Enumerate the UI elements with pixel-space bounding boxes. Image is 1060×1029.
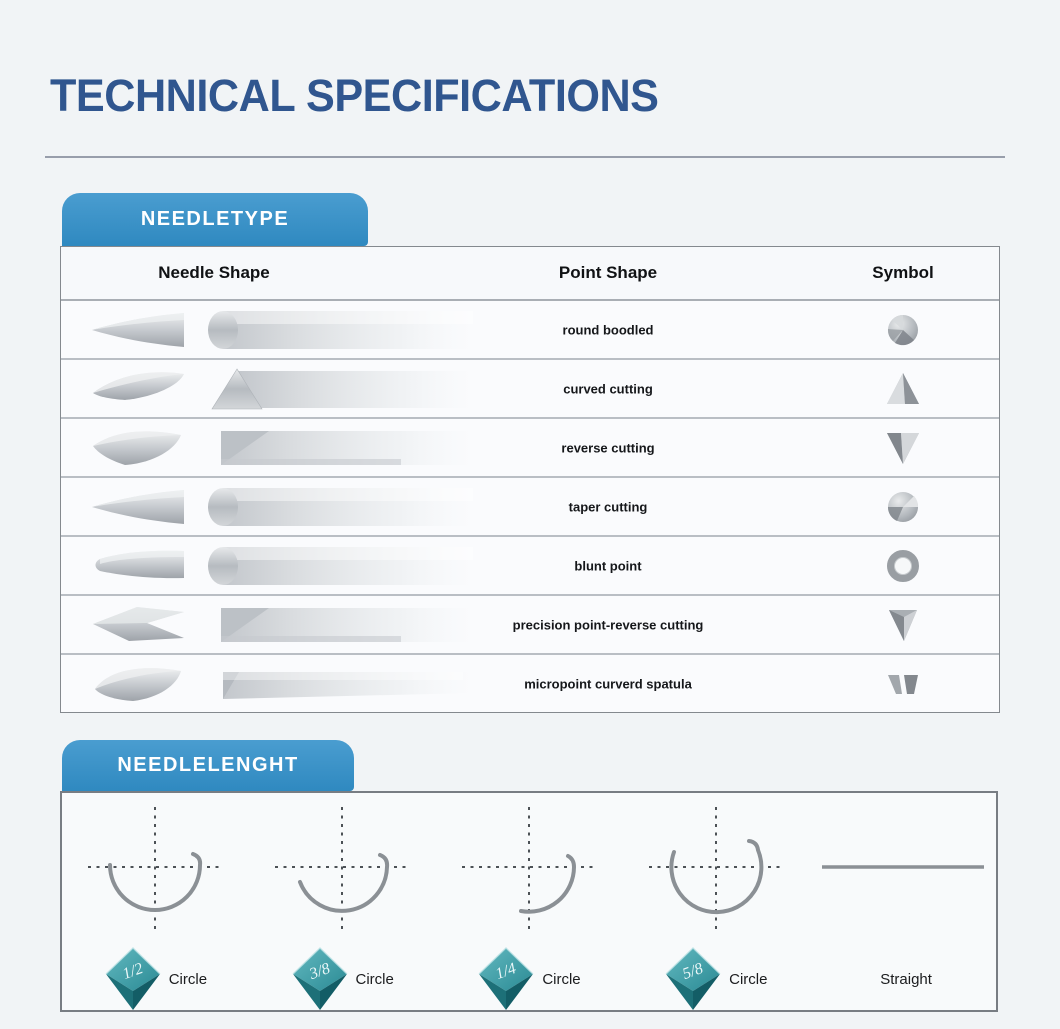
triangle-down-sharp-icon (885, 607, 921, 643)
fraction-diamond-icon: 1/4 (477, 946, 535, 1012)
half-curvature-diagram (62, 801, 248, 956)
needlelength-tab-label: NEEDLELENGHT (117, 754, 299, 776)
table-row: precision point-reverse cutting (61, 594, 999, 653)
table-row: reverse cutting (61, 417, 999, 476)
page-title: TECHNICAL SPECIFICATIONS (50, 70, 659, 121)
needle-length-item: 1/2 Circle (62, 793, 249, 1010)
needle-length-item: 1/4 Circle (436, 793, 623, 1010)
straight-curvature-diagram (810, 801, 996, 956)
five-eighths-curvature-diagram (623, 801, 809, 956)
quarter-curvature-diagram (436, 801, 622, 956)
svg-text:3/8: 3/8 (306, 960, 332, 983)
point-shape-label: round boodled (562, 322, 654, 337)
blunt-needle-tip-illustration (91, 544, 186, 588)
svg-text:1/2: 1/2 (120, 960, 145, 983)
svg-text:5/8: 5/8 (680, 960, 705, 983)
three-eighths-curvature-diagram (249, 801, 435, 956)
point-shape-label: micropoint curverd spatula (524, 676, 692, 691)
needletype-tab-label: NEEDLETYPE (140, 208, 290, 230)
triangle-up-icon (885, 371, 921, 407)
table-row: round boodled (61, 301, 999, 358)
table-header-row: Needle Shape Point Shape Symbol (61, 247, 999, 301)
point-shape-label: blunt point (574, 558, 642, 573)
table-row: micropoint curverd spatula (61, 653, 999, 712)
table-row: blunt point (61, 535, 999, 594)
cone-needle-tip-illustration (91, 308, 186, 352)
sphere-cut-icon (885, 489, 921, 525)
needle-length-panel: 1/2 Circle 3/8 Circle 1/4 Circle 5/8 Cir… (60, 791, 998, 1012)
needle-type-table: Needle Shape Point Shape Symbol round bo… (60, 246, 1000, 713)
column-header-symbol: Symbol (872, 263, 934, 282)
column-header-needle-shape: Needle Shape (158, 263, 270, 282)
table-row: taper cutting (61, 476, 999, 535)
column-header-point-shape: Point Shape (558, 263, 658, 282)
needlelength-tab: NEEDLELENGHT (62, 740, 354, 791)
prism-notch-needle-body-illustration (207, 426, 487, 470)
sphere-segmented-icon (885, 312, 921, 348)
cylinder-needle-body-illustration (207, 544, 487, 588)
ring-icon (885, 548, 921, 584)
cylinder-needle-body-illustration (207, 485, 487, 529)
point-shape-label: taper cutting (568, 499, 648, 514)
spatula-needle-tip-illustration (91, 662, 186, 706)
arrow-wedge-needle-tip-illustration (91, 603, 186, 647)
curved-hook-needle-tip-illustration (91, 367, 186, 411)
point-shape-label: curved cutting (563, 381, 653, 396)
length-label: Circle (168, 970, 208, 988)
curved-wedge-needle-tip-illustration (91, 426, 186, 470)
flat-bar-needle-body-illustration (207, 662, 487, 706)
double-trapezoid-icon (885, 666, 921, 702)
point-shape-label: reverse cutting (561, 440, 655, 455)
length-label: Circle (729, 970, 768, 988)
svg-text:1/4: 1/4 (494, 960, 519, 983)
length-label: Straight (880, 970, 932, 988)
cylinder-needle-body-illustration (207, 308, 487, 352)
triangle-down-icon (885, 430, 921, 466)
needle-length-item: 3/8 Circle (249, 793, 436, 1010)
fraction-diamond-icon: 3/8 (291, 946, 349, 1012)
needle-length-item: Straight (809, 793, 996, 1010)
needletype-tab: NEEDLETYPE (62, 193, 368, 246)
table-row: curved cutting (61, 358, 999, 417)
fraction-diamond-icon: 1/2 (104, 946, 162, 1012)
length-label: Circle (355, 970, 394, 988)
title-divider (45, 156, 1005, 158)
cone-needle-tip-illustration (91, 485, 186, 529)
needle-length-item: 5/8 Circle (622, 793, 809, 1010)
point-shape-label: precision point-reverse cutting (512, 617, 704, 632)
fraction-diamond-icon: 5/8 (664, 946, 722, 1012)
length-label: Circle (542, 970, 581, 988)
prism-notch-needle-body-illustration (207, 603, 487, 647)
prism-triangle-needle-body-illustration (207, 367, 487, 411)
